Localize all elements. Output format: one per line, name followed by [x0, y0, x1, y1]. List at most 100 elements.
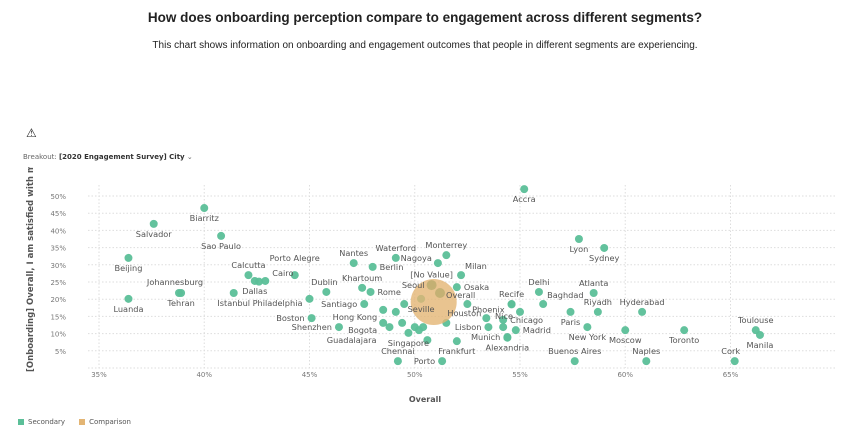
data-point[interactable]: [570, 357, 579, 366]
data-point[interactable]: [391, 253, 400, 262]
data-point[interactable]: [583, 323, 592, 332]
breakout-dropdown[interactable]: Breakout: [2020 Engagement Survey] City …: [23, 153, 193, 161]
data-point[interactable]: [423, 336, 432, 345]
data-point[interactable]: [539, 300, 548, 309]
legend-item-comparison[interactable]: Comparison: [79, 418, 131, 426]
data-point[interactable]: [290, 271, 299, 280]
x-tick-label: 65%: [723, 371, 739, 379]
data-point[interactable]: [503, 333, 512, 342]
legend-item-secondary[interactable]: Secondary: [18, 418, 65, 426]
data-label: Buenos Aires: [548, 346, 601, 356]
y-tick-label: 15%: [50, 313, 66, 321]
data-point[interactable]: [621, 326, 630, 335]
data-label: Chicago: [510, 315, 543, 325]
data-point[interactable]: [322, 287, 331, 296]
data-point[interactable]: [452, 337, 461, 346]
data-point[interactable]: [755, 330, 764, 339]
x-tick-label: 50%: [407, 371, 423, 379]
data-point[interactable]: [244, 271, 253, 280]
data-point[interactable]: [360, 300, 369, 309]
y-tick-label: 30%: [50, 262, 66, 270]
x-tick-label: 55%: [512, 371, 528, 379]
data-point[interactable]: [680, 326, 689, 335]
data-point[interactable]: [638, 307, 647, 316]
data-point[interactable]: [730, 357, 739, 366]
data-label: Porto: [414, 356, 435, 366]
data-label: Johannesburg: [146, 277, 203, 287]
data-point[interactable]: [642, 357, 651, 366]
data-label: Shenzhen: [292, 322, 332, 332]
data-point[interactable]: [452, 283, 461, 292]
data-point[interactable]: [366, 287, 375, 296]
data-point[interactable]: [124, 294, 133, 303]
data-point[interactable]: [482, 314, 491, 323]
data-label: Philadelphia: [253, 298, 303, 308]
data-point[interactable]: [484, 323, 493, 332]
data-point[interactable]: [593, 307, 602, 316]
data-point[interactable]: [217, 231, 226, 240]
data-label: Toulouse: [737, 315, 774, 325]
data-point[interactable]: [520, 185, 529, 194]
data-point[interactable]: [379, 318, 388, 327]
data-label: Guadalajara: [327, 335, 377, 345]
data-label: Riyadh: [584, 297, 612, 307]
warning-icon[interactable]: ⚠: [26, 126, 37, 140]
data-point[interactable]: [574, 235, 583, 243]
x-tick-label: 45%: [302, 371, 318, 379]
data-point[interactable]: [305, 294, 314, 303]
data-label: Nice: [495, 311, 513, 321]
data-point[interactable]: [433, 259, 442, 268]
data-point[interactable]: [358, 283, 367, 292]
data-point[interactable]: [463, 300, 472, 309]
data-point[interactable]: [566, 307, 575, 316]
data-point[interactable]: [349, 259, 358, 268]
data-point[interactable]: [368, 262, 377, 271]
data-point[interactable]: [379, 305, 388, 314]
data-point[interactable]: [534, 287, 543, 296]
data-point[interactable]: [254, 277, 263, 286]
data-label: Lyon: [570, 244, 589, 254]
data-point[interactable]: [499, 315, 508, 324]
data-point[interactable]: [442, 251, 451, 260]
data-point[interactable]: [261, 276, 270, 285]
data-label: Naples: [632, 346, 660, 356]
data-label: Hyderabad: [620, 297, 665, 307]
data-label: Tehran: [166, 298, 194, 308]
data-point[interactable]: [393, 357, 402, 366]
legend-label: Comparison: [89, 418, 131, 426]
data-label: Moscow: [609, 335, 642, 345]
data-point[interactable]: [124, 253, 133, 262]
data-point[interactable]: [507, 300, 516, 309]
data-point[interactable]: [229, 289, 238, 298]
data-point[interactable]: [177, 289, 186, 298]
data-label: Baghdad: [547, 290, 583, 300]
legend-swatch: [79, 419, 86, 425]
data-label: Santiago: [321, 299, 357, 309]
data-point[interactable]: [200, 204, 209, 213]
data-label: Dallas: [242, 286, 267, 296]
data-point[interactable]: [499, 323, 508, 332]
data-point[interactable]: [419, 323, 428, 332]
y-tick-label: 45%: [50, 210, 66, 218]
data-point[interactable]: [398, 318, 407, 327]
data-point[interactable]: [149, 219, 158, 228]
data-point[interactable]: [391, 307, 400, 316]
y-tick-label: 5%: [55, 348, 66, 356]
data-point[interactable]: [307, 314, 316, 323]
comparison-point[interactable]: [410, 278, 457, 325]
data-point[interactable]: [600, 243, 609, 252]
data-point[interactable]: [438, 357, 447, 366]
data-point[interactable]: [334, 323, 343, 332]
data-label: Dublin: [311, 277, 337, 287]
data-point[interactable]: [400, 300, 409, 309]
data-point[interactable]: [457, 271, 466, 280]
data-label: Cairo: [272, 268, 293, 278]
data-point[interactable]: [511, 326, 520, 335]
data-point[interactable]: [385, 323, 394, 332]
data-point[interactable]: [589, 289, 598, 298]
data-label: Hong Kong: [333, 312, 378, 322]
breakout-label: Breakout:: [23, 153, 57, 161]
data-point[interactable]: [404, 328, 413, 337]
data-point[interactable]: [516, 307, 524, 316]
